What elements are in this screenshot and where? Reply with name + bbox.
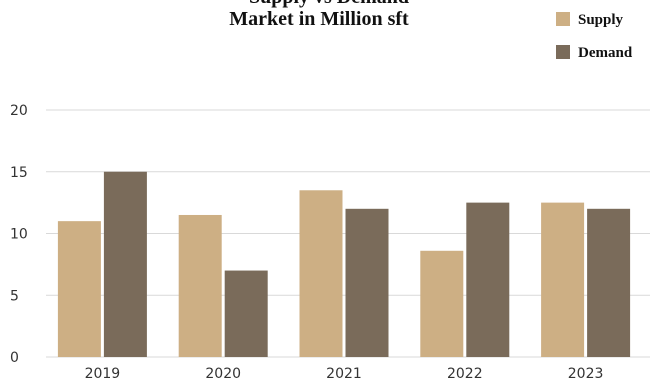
x-tick-label-2022: 2022 [447, 366, 483, 380]
chart-subtitle: Market in Million sft [229, 8, 409, 30]
legend-label-supply: Supply [578, 12, 624, 28]
bar-demand-2022 [466, 202, 510, 357]
bar-supply-2020 [178, 214, 222, 357]
bar-demand-2023 [587, 208, 631, 357]
bar-demand-2020 [224, 270, 268, 357]
x-tick-label-2020: 2020 [205, 366, 241, 380]
chart-title: Supply vs Demand [0, 0, 658, 8]
x-tick-label-2021: 2021 [326, 366, 362, 380]
bar-supply-2023 [541, 202, 585, 357]
y-tick-label-10: 10 [10, 227, 28, 243]
bar-supply-2019 [57, 221, 101, 357]
y-tick-label-5: 5 [10, 288, 19, 304]
legend-swatch-supply [556, 12, 570, 26]
x-tick-label-2019: 2019 [85, 366, 121, 380]
legend-swatch-demand [556, 45, 570, 59]
bar-demand-2019 [103, 171, 147, 357]
bar-demand-2021 [345, 208, 389, 357]
bar-supply-2021 [299, 190, 343, 357]
y-tick-label-15: 15 [10, 165, 28, 181]
y-tick-label-20: 20 [10, 103, 28, 119]
bar-supply-2022 [420, 250, 464, 357]
x-tick-label-2023: 2023 [568, 366, 604, 380]
legend-label-demand: Demand [578, 45, 633, 61]
y-tick-label-0: 0 [10, 350, 19, 366]
